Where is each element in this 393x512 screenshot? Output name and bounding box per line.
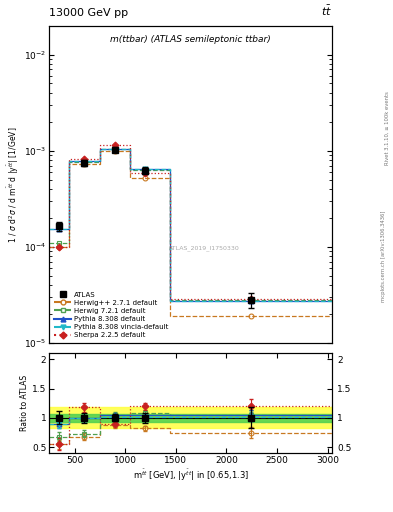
Legend: ATLAS, Herwig++ 2.7.1 default, Herwig 7.2.1 default, Pythia 8.308 default, Pythi: ATLAS, Herwig++ 2.7.1 default, Herwig 7.… xyxy=(53,290,170,339)
Text: mcplots.cern.ch [arXiv:1306.3436]: mcplots.cern.ch [arXiv:1306.3436] xyxy=(381,210,386,302)
Y-axis label: Ratio to ATLAS: Ratio to ATLAS xyxy=(20,375,29,431)
Text: m(ttbar) (ATLAS semileptonic ttbar): m(ttbar) (ATLAS semileptonic ttbar) xyxy=(110,35,271,44)
Text: ATLAS_2019_I1750330: ATLAS_2019_I1750330 xyxy=(169,245,240,251)
X-axis label: m$^{\bar{t}t}$ [GeV], |y$^{\bar{t}t}$| in [0.65,1.3]: m$^{\bar{t}t}$ [GeV], |y$^{\bar{t}t}$| i… xyxy=(133,467,248,483)
Text: 13000 GeV pp: 13000 GeV pp xyxy=(49,8,128,18)
Text: Rivet 3.1.10, ≥ 100k events: Rivet 3.1.10, ≥ 100k events xyxy=(385,91,389,165)
Text: $t\bar{t}$: $t\bar{t}$ xyxy=(321,4,332,18)
Y-axis label: 1 / $\sigma$ d$^2\sigma$ / d m$^{\bar{t}t}$ d |y$^{\bar{t}t}$| [1/GeV]: 1 / $\sigma$ d$^2\sigma$ / d m$^{\bar{t}… xyxy=(6,126,21,243)
